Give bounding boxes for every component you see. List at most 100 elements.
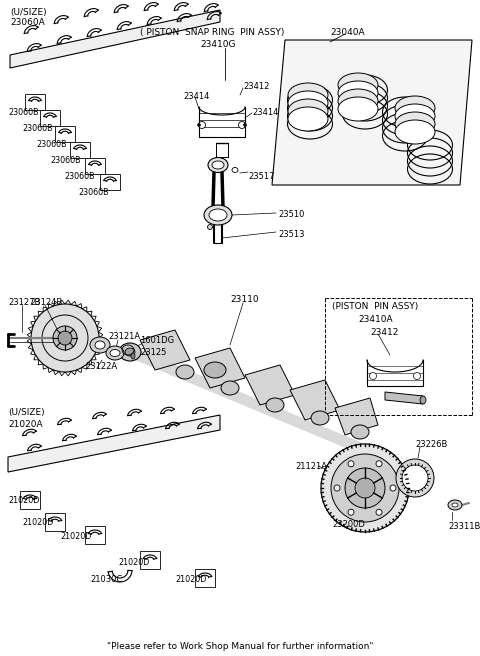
Text: 23412: 23412 xyxy=(243,82,269,91)
Ellipse shape xyxy=(243,123,247,127)
Text: 23412: 23412 xyxy=(370,328,398,337)
Ellipse shape xyxy=(345,468,385,508)
Ellipse shape xyxy=(321,444,409,532)
Ellipse shape xyxy=(348,461,354,467)
Polygon shape xyxy=(100,174,120,190)
Polygon shape xyxy=(25,94,45,110)
Ellipse shape xyxy=(288,83,328,107)
Text: 1601DG: 1601DG xyxy=(140,336,174,345)
Ellipse shape xyxy=(331,454,399,522)
Ellipse shape xyxy=(199,121,205,129)
Ellipse shape xyxy=(390,485,396,491)
Ellipse shape xyxy=(338,73,378,97)
Text: (PISTON  PIN ASSY): (PISTON PIN ASSY) xyxy=(332,302,418,311)
Ellipse shape xyxy=(395,112,435,136)
Ellipse shape xyxy=(395,120,435,144)
Ellipse shape xyxy=(110,350,120,356)
Text: 21121A: 21121A xyxy=(295,462,327,471)
Ellipse shape xyxy=(221,381,239,395)
Ellipse shape xyxy=(31,304,99,372)
Ellipse shape xyxy=(395,96,435,120)
Ellipse shape xyxy=(288,107,328,131)
Text: 23517: 23517 xyxy=(248,172,275,181)
Text: 23410A: 23410A xyxy=(358,315,393,324)
Ellipse shape xyxy=(396,459,434,497)
Text: 23414: 23414 xyxy=(183,92,209,101)
Text: 23060B: 23060B xyxy=(78,188,108,197)
Ellipse shape xyxy=(232,167,238,173)
Text: 21020D: 21020D xyxy=(118,558,149,567)
Polygon shape xyxy=(40,110,60,126)
Ellipse shape xyxy=(311,411,329,425)
Text: ( PISTON  SNAP RING  PIN ASSY): ( PISTON SNAP RING PIN ASSY) xyxy=(140,28,284,37)
Ellipse shape xyxy=(370,373,376,380)
Ellipse shape xyxy=(395,104,435,128)
Text: 23414: 23414 xyxy=(252,108,278,117)
Text: 21020A: 21020A xyxy=(8,420,43,429)
Polygon shape xyxy=(195,569,215,587)
Ellipse shape xyxy=(204,205,232,225)
Polygon shape xyxy=(272,40,472,185)
Ellipse shape xyxy=(355,478,375,498)
Polygon shape xyxy=(335,398,378,435)
Ellipse shape xyxy=(119,343,141,361)
Ellipse shape xyxy=(197,123,201,127)
Ellipse shape xyxy=(338,81,378,105)
Ellipse shape xyxy=(219,161,225,165)
Text: 23121A: 23121A xyxy=(108,332,140,341)
Polygon shape xyxy=(45,513,65,531)
Ellipse shape xyxy=(351,425,369,439)
Ellipse shape xyxy=(266,398,284,412)
Text: 23110: 23110 xyxy=(230,295,259,304)
Text: (U/SIZE): (U/SIZE) xyxy=(10,8,47,17)
Ellipse shape xyxy=(402,465,428,491)
Text: 23125: 23125 xyxy=(140,348,167,357)
Text: 23513: 23513 xyxy=(278,230,304,239)
Text: 23060B: 23060B xyxy=(22,124,53,133)
Ellipse shape xyxy=(125,348,135,356)
Ellipse shape xyxy=(95,341,105,349)
Ellipse shape xyxy=(90,337,110,353)
Ellipse shape xyxy=(106,346,124,360)
Polygon shape xyxy=(20,491,40,509)
Text: 23410G: 23410G xyxy=(200,40,236,49)
Text: 23060A: 23060A xyxy=(10,18,45,27)
Ellipse shape xyxy=(348,509,354,515)
Text: 23200D: 23200D xyxy=(332,520,365,529)
Ellipse shape xyxy=(452,503,458,507)
Ellipse shape xyxy=(413,373,420,380)
Ellipse shape xyxy=(53,326,77,350)
Polygon shape xyxy=(8,415,220,472)
Text: 21020D: 21020D xyxy=(175,575,206,584)
Ellipse shape xyxy=(212,161,224,169)
Ellipse shape xyxy=(204,362,226,378)
Polygon shape xyxy=(55,126,75,142)
Polygon shape xyxy=(70,142,90,158)
Text: 23226B: 23226B xyxy=(415,440,447,449)
Ellipse shape xyxy=(239,121,245,129)
Polygon shape xyxy=(140,330,190,370)
Polygon shape xyxy=(385,392,423,404)
Text: 23060B: 23060B xyxy=(64,172,95,181)
Polygon shape xyxy=(85,158,105,174)
Polygon shape xyxy=(195,348,245,388)
Text: 21030C: 21030C xyxy=(90,575,122,584)
Ellipse shape xyxy=(176,365,194,379)
Ellipse shape xyxy=(338,97,378,121)
Ellipse shape xyxy=(208,157,228,173)
Text: 23311B: 23311B xyxy=(448,522,480,531)
Text: 23060B: 23060B xyxy=(36,140,67,149)
Ellipse shape xyxy=(288,99,328,123)
Ellipse shape xyxy=(376,509,382,515)
Text: 23122A: 23122A xyxy=(85,362,117,371)
Text: 23060B: 23060B xyxy=(8,108,38,117)
Polygon shape xyxy=(245,365,295,405)
Ellipse shape xyxy=(207,224,213,230)
Polygon shape xyxy=(140,551,160,569)
Text: 23040A: 23040A xyxy=(330,28,365,37)
Text: 21020D: 21020D xyxy=(22,518,53,527)
Polygon shape xyxy=(10,10,220,68)
Text: 23124B: 23124B xyxy=(30,298,62,307)
Ellipse shape xyxy=(338,89,378,113)
Ellipse shape xyxy=(376,461,382,467)
